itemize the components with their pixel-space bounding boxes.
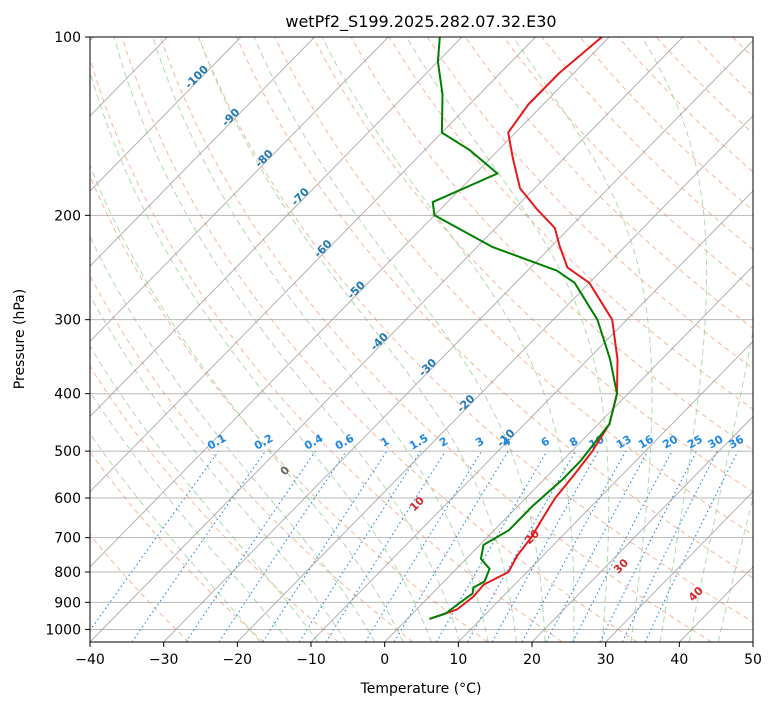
x-tick-label: 10 <box>449 652 467 668</box>
x-tick-label: 40 <box>670 652 688 668</box>
x-tick-label: −40 <box>75 652 105 668</box>
y-tick-label: 800 <box>54 565 81 581</box>
y-tick-label: 900 <box>54 595 81 611</box>
x-tick-label: 0 <box>380 652 389 668</box>
chart-title: wetPf2_S199.2025.282.07.32.E30 <box>285 12 556 32</box>
x-tick-label: −30 <box>149 652 179 668</box>
y-axis-label: Pressure (hPa) <box>12 289 28 389</box>
y-tick-label: 1000 <box>45 622 81 638</box>
x-tick-label: 30 <box>597 652 615 668</box>
y-tick-label: 700 <box>54 531 81 547</box>
x-tick-label: −20 <box>223 652 253 668</box>
y-tick-label: 100 <box>54 30 81 46</box>
x-tick-label: 50 <box>744 652 762 668</box>
y-tick-label: 400 <box>54 387 81 403</box>
y-tick-label: 500 <box>54 444 81 460</box>
x-tick-label: 20 <box>523 652 541 668</box>
y-tick-label: 600 <box>54 491 81 507</box>
y-tick-label: 300 <box>54 313 81 329</box>
x-axis-label: Temperature (°C) <box>360 681 482 697</box>
y-tick-label: 200 <box>54 208 81 224</box>
x-tick-label: −10 <box>296 652 326 668</box>
